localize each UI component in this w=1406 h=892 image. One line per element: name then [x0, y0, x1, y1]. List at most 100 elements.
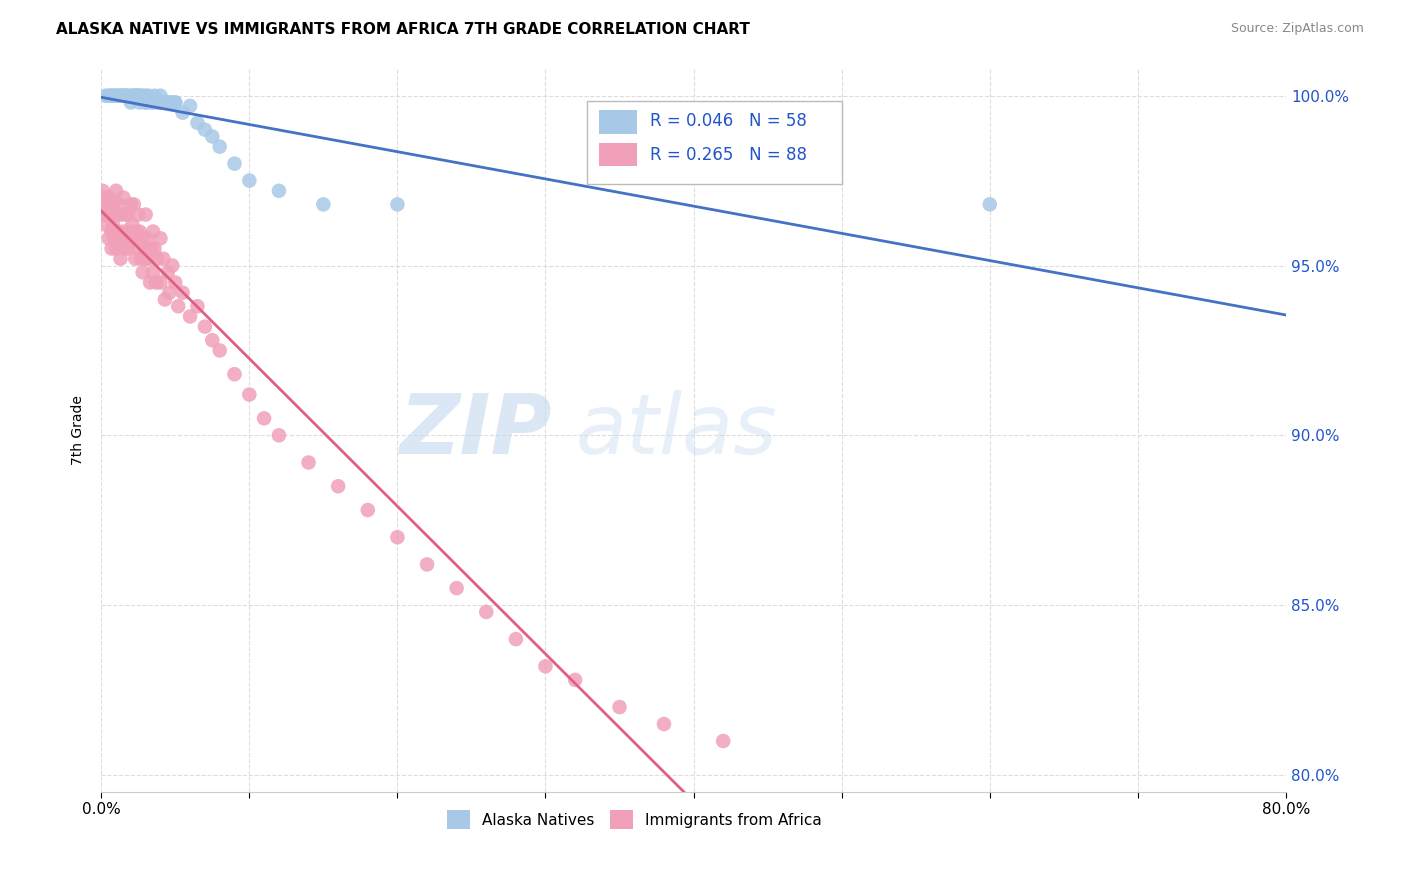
- Point: [101, 218, 124, 232]
- Point: [97, 88, 120, 103]
- Point: [156, 95, 179, 110]
- Point: [127, 88, 149, 103]
- Point: [165, 95, 187, 110]
- Point: [110, 208, 132, 222]
- Bar: [599, 111, 637, 134]
- Point: [165, 95, 187, 110]
- Point: [120, 231, 142, 245]
- Point: [155, 95, 177, 110]
- Point: [91, 184, 114, 198]
- Point: [108, 197, 131, 211]
- Point: [139, 276, 162, 290]
- Point: [129, 88, 152, 103]
- Point: [122, 231, 145, 245]
- Point: [117, 88, 139, 103]
- Point: [357, 503, 380, 517]
- Point: [108, 88, 131, 103]
- Point: [112, 225, 135, 239]
- Point: [101, 88, 124, 103]
- Point: [115, 231, 138, 245]
- Point: [127, 88, 149, 103]
- FancyBboxPatch shape: [586, 101, 842, 185]
- Point: [167, 299, 190, 313]
- Point: [201, 129, 224, 144]
- Point: [98, 191, 121, 205]
- Point: [97, 231, 120, 245]
- Point: [135, 252, 157, 266]
- Point: [105, 242, 128, 256]
- Point: [143, 88, 166, 103]
- Point: [128, 225, 150, 239]
- Point: [111, 231, 134, 245]
- Point: [201, 333, 224, 347]
- Point: [146, 95, 169, 110]
- Text: Source: ZipAtlas.com: Source: ZipAtlas.com: [1230, 22, 1364, 36]
- Point: [124, 88, 146, 103]
- Point: [124, 252, 146, 266]
- Point: [114, 88, 136, 103]
- Point: [135, 95, 157, 110]
- Point: [312, 197, 335, 211]
- Point: [179, 99, 201, 113]
- Point: [194, 319, 217, 334]
- Point: [127, 208, 149, 222]
- Point: [94, 88, 117, 103]
- Point: [149, 231, 172, 245]
- Point: [120, 95, 142, 110]
- Point: [125, 225, 148, 239]
- Point: [107, 225, 129, 239]
- Point: [114, 208, 136, 222]
- Point: [125, 88, 148, 103]
- Text: R = 0.265   N = 88: R = 0.265 N = 88: [650, 145, 807, 163]
- Point: [387, 530, 409, 544]
- Point: [117, 242, 139, 256]
- Point: [162, 259, 184, 273]
- Point: [105, 184, 128, 198]
- Point: [118, 225, 141, 239]
- Point: [142, 265, 165, 279]
- Point: [208, 139, 231, 153]
- Point: [105, 208, 128, 222]
- Point: [297, 456, 319, 470]
- Point: [127, 242, 149, 256]
- Point: [135, 88, 157, 103]
- Point: [652, 717, 675, 731]
- Point: [100, 88, 122, 103]
- Point: [131, 231, 153, 245]
- Point: [111, 88, 134, 103]
- Point: [134, 242, 156, 256]
- Text: ALASKA NATIVE VS IMMIGRANTS FROM AFRICA 7TH GRADE CORRELATION CHART: ALASKA NATIVE VS IMMIGRANTS FROM AFRICA …: [56, 22, 751, 37]
- Point: [505, 632, 527, 647]
- Point: [145, 276, 167, 290]
- Point: [97, 208, 120, 222]
- Point: [142, 225, 165, 239]
- Point: [142, 95, 165, 110]
- Point: [121, 88, 143, 103]
- Point: [138, 252, 160, 266]
- Point: [208, 343, 231, 358]
- Point: [114, 242, 136, 256]
- Point: [131, 88, 153, 103]
- Point: [253, 411, 276, 425]
- Point: [141, 242, 163, 256]
- Point: [609, 700, 631, 714]
- Point: [138, 88, 160, 103]
- Point: [153, 293, 176, 307]
- Point: [122, 197, 145, 211]
- Point: [112, 191, 135, 205]
- Point: [96, 197, 118, 211]
- Text: ZIP: ZIP: [399, 390, 551, 471]
- Point: [112, 88, 135, 103]
- Point: [120, 88, 142, 103]
- Point: [194, 122, 217, 136]
- Point: [93, 197, 115, 211]
- Point: [105, 88, 128, 103]
- Point: [143, 242, 166, 256]
- Point: [128, 95, 150, 110]
- Point: [446, 581, 468, 595]
- Point: [152, 95, 174, 110]
- Point: [172, 105, 194, 120]
- Point: [121, 218, 143, 232]
- Point: [149, 88, 172, 103]
- Point: [172, 285, 194, 300]
